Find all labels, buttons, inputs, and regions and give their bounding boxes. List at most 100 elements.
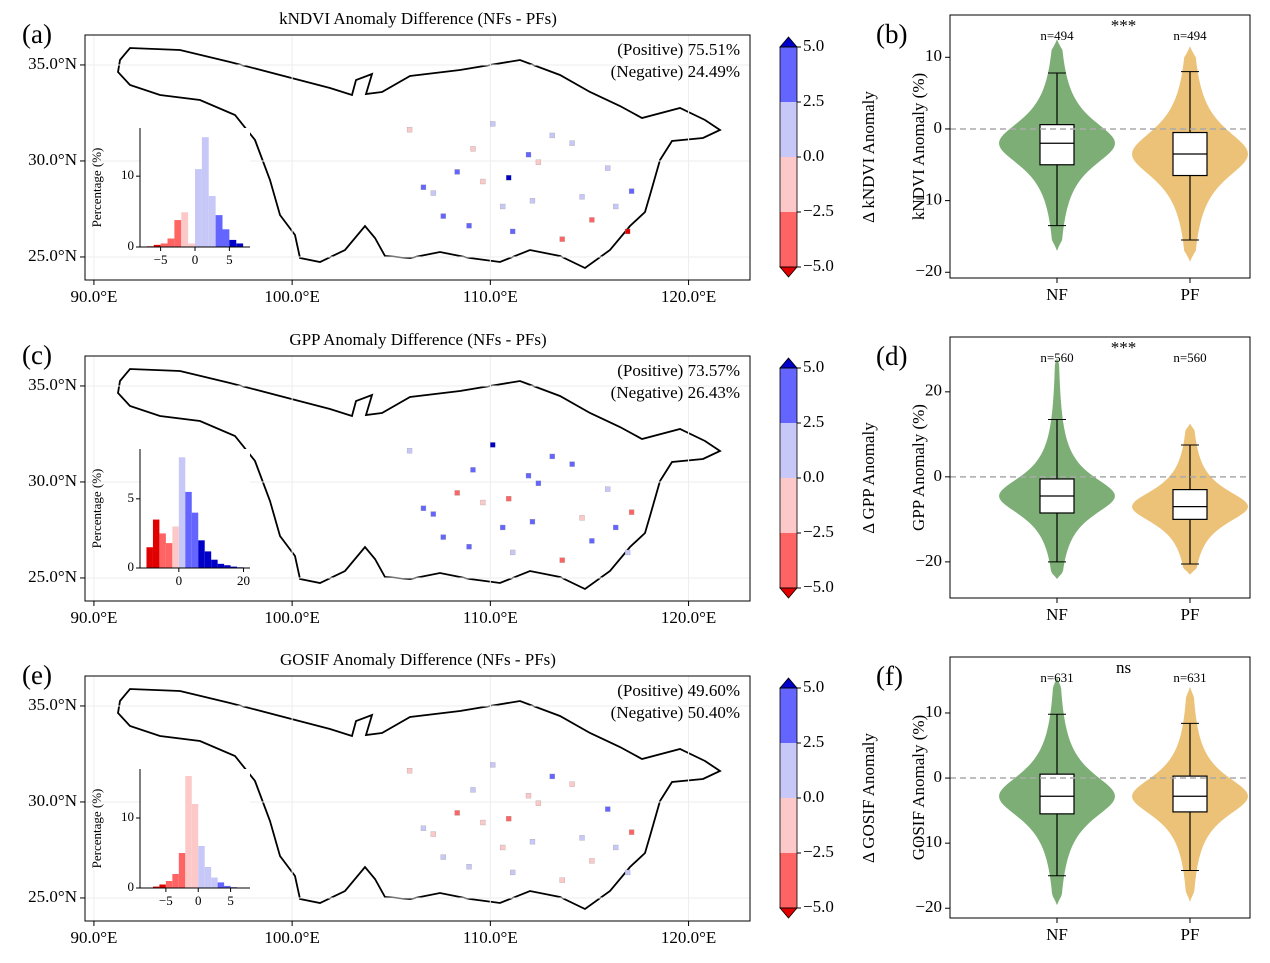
colorbar-tick-label: −5.0 xyxy=(803,577,834,596)
grid-cell xyxy=(470,146,476,152)
histogram-bar xyxy=(229,239,237,247)
histogram-bar xyxy=(178,457,186,568)
x-tick-label: 110.0°E xyxy=(463,928,518,947)
annotation: (Negative) 50.40% xyxy=(611,703,740,722)
y-tick-label: 30.0°N xyxy=(28,471,77,490)
grid-cell xyxy=(454,490,460,496)
grid-cell xyxy=(579,515,585,521)
x-tick-label: 110.0°E xyxy=(463,287,518,306)
plot-frame xyxy=(949,14,1251,279)
grid-cell xyxy=(470,467,476,473)
histogram-bar xyxy=(230,566,238,568)
panel-label: (b) xyxy=(876,19,907,49)
histogram-bar xyxy=(222,229,230,247)
histogram-bar xyxy=(167,238,175,247)
colorbar-tick-label: 2.5 xyxy=(803,732,824,751)
colorbar-tick-label: 2.5 xyxy=(803,412,824,431)
x-tick-label: PF xyxy=(1181,285,1200,304)
n-label: n=494 xyxy=(1173,28,1207,43)
grid-cell xyxy=(420,505,427,511)
plot-frame xyxy=(949,656,1251,919)
colorbar-segment xyxy=(780,368,797,423)
histogram-bar xyxy=(208,196,216,247)
grid-cell xyxy=(624,228,631,235)
n-label: n=631 xyxy=(1173,670,1206,685)
chart-title: GPP Anomaly Difference (NFs - PFs) xyxy=(289,330,546,349)
y-tick-label: 10 xyxy=(121,809,134,824)
histogram-bar xyxy=(201,137,209,247)
colorbar-extend xyxy=(779,357,798,369)
grid-cell xyxy=(420,184,427,190)
chart-title: GOSIF Anomaly Difference (NFs - PFs) xyxy=(280,650,556,669)
colorbar-segment xyxy=(780,102,797,157)
y-tick-label: 35.0°N xyxy=(28,54,77,73)
grid-cell xyxy=(569,461,575,467)
colorbar-segment xyxy=(780,423,797,478)
inset-ylabel: Percentage (%) xyxy=(89,469,104,549)
histogram-bar xyxy=(174,220,182,247)
grid-cell xyxy=(525,793,532,799)
histogram-bar xyxy=(185,776,192,888)
y-tick-label: −10 xyxy=(915,832,942,851)
map-frame xyxy=(84,355,751,602)
grid-cell xyxy=(613,524,619,531)
x-tick-label: 20 xyxy=(237,573,250,588)
grid-cell xyxy=(466,544,472,550)
histogram-bar xyxy=(152,886,160,888)
x-tick-label: 120.0°E xyxy=(661,928,716,947)
chart-title: kNDVI Anomaly Difference (NFs - PFs) xyxy=(279,9,557,28)
box xyxy=(1039,124,1075,166)
grid-cell xyxy=(535,159,542,165)
grid-cell xyxy=(490,121,496,127)
histogram-bar xyxy=(165,881,173,888)
colorbar-segment xyxy=(780,853,797,908)
histogram-bar xyxy=(211,559,218,568)
y-tick-label: 25.0°N xyxy=(28,887,77,906)
grid-cell xyxy=(589,217,595,223)
colorbar-tick-label: −2.5 xyxy=(803,522,834,541)
panel-label: (e) xyxy=(22,660,52,690)
panel-label: (a) xyxy=(22,19,52,49)
colorbar-tick-label: 0.0 xyxy=(803,467,824,486)
grid-cell xyxy=(589,858,595,864)
box xyxy=(1172,489,1208,520)
grid-cell xyxy=(466,223,472,229)
y-axis-label: kNDVI Anomaly (%) xyxy=(909,73,928,220)
grid-cell xyxy=(480,499,486,506)
grid-cell xyxy=(454,810,460,816)
y-tick-label: 0 xyxy=(128,879,135,894)
x-tick-label: 110.0°E xyxy=(463,608,518,627)
colorbar-extend xyxy=(779,587,798,599)
colorbar-tick-label: 0.0 xyxy=(803,146,824,165)
y-axis-label: GPP Anomaly (%) xyxy=(909,404,928,531)
histogram-bar xyxy=(198,540,205,568)
grid-cell xyxy=(506,175,512,181)
y-tick-label: 5 xyxy=(128,490,135,505)
y-tick-label: 0 xyxy=(128,559,135,574)
grid-cell xyxy=(559,877,565,883)
grid-cell xyxy=(510,869,516,876)
colorbar-tick-label: −5.0 xyxy=(803,256,834,275)
y-tick-label: 25.0°N xyxy=(28,567,77,586)
grid-cell xyxy=(440,213,446,219)
inset-ylabel: Percentage (%) xyxy=(89,148,104,228)
grid-cell xyxy=(490,762,496,768)
x-tick-label: −5 xyxy=(159,893,173,908)
colorbar-extend xyxy=(779,266,798,278)
grid-cell xyxy=(535,480,542,486)
n-label: n=560 xyxy=(1173,350,1206,365)
y-tick-label: 0 xyxy=(934,118,943,137)
grid-cell xyxy=(569,140,575,146)
grid-cell xyxy=(406,448,413,454)
grid-cell xyxy=(490,442,496,448)
x-tick-label: 0 xyxy=(176,573,183,588)
plot-frame xyxy=(949,336,1251,599)
y-tick-label: 10 xyxy=(925,46,942,65)
x-tick-label: 100.0°E xyxy=(264,928,319,947)
grid-cell xyxy=(406,768,413,774)
histogram-bar xyxy=(215,215,223,247)
x-tick-label: 90.0°E xyxy=(70,608,117,627)
grid-cell xyxy=(529,198,536,204)
histogram-bar xyxy=(153,244,161,247)
grid-cell xyxy=(430,831,436,837)
